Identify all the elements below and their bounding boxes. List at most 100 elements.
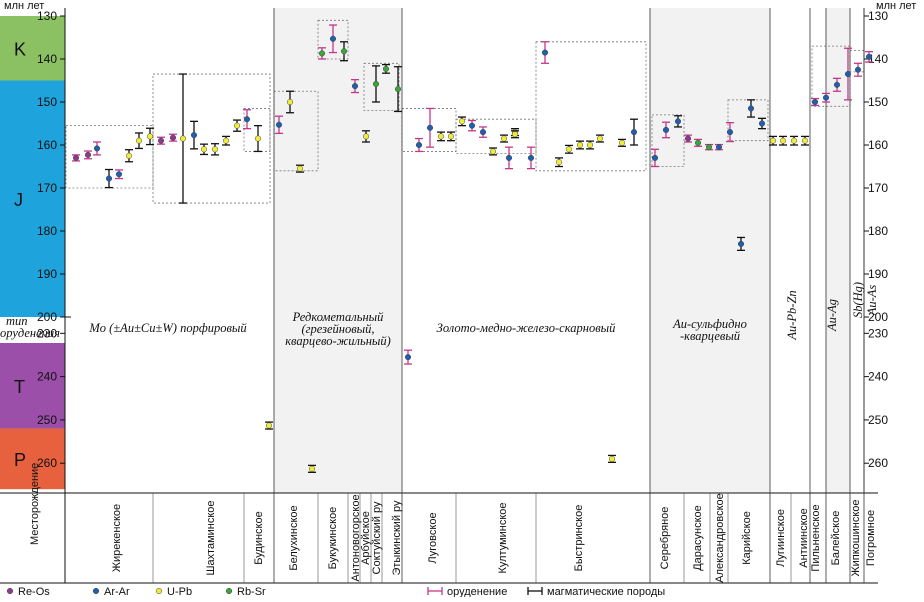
y-axis-label-right: млн лет	[876, 0, 916, 12]
deposit-label: Жипкошинское	[850, 499, 862, 576]
data-point	[576, 141, 584, 149]
deposit-label: Жирекенское	[111, 504, 123, 572]
type-band	[826, 8, 850, 493]
era-label: P	[14, 450, 26, 470]
data-point	[596, 135, 604, 142]
data-point	[555, 159, 563, 166]
tick-label-right: 140	[868, 52, 888, 66]
data-point	[426, 124, 434, 131]
deposit-layer: Жирекенское Шахтаминское Будинское Белухинс…	[111, 493, 877, 583]
tick-label-left: 180	[37, 224, 57, 238]
deposit-label: Култуминское	[497, 502, 509, 573]
data-point	[758, 120, 766, 127]
era-block	[0, 16, 65, 81]
data-point	[468, 122, 476, 129]
data-point	[254, 135, 262, 142]
tick-label-left: 250	[37, 413, 57, 427]
data-point	[790, 137, 798, 144]
point-layer	[72, 24, 873, 473]
deposit-label: Лугиинское	[775, 509, 787, 567]
data-point	[179, 135, 187, 142]
data-point	[801, 137, 809, 144]
tick-label-left: 170	[37, 181, 57, 195]
tick-label-right: 190	[868, 267, 888, 281]
tick-label-right: 240	[868, 370, 888, 384]
legend-label: оруденение	[447, 586, 507, 597]
deposit-label: Шахтаминское	[205, 500, 217, 575]
data-point	[822, 94, 830, 101]
tick-label-right: 130	[868, 9, 888, 23]
legend-label: Ar-Ar	[104, 586, 130, 597]
tick-label-left: 130	[37, 9, 57, 23]
range-box	[455, 118, 537, 154]
tick-label-left: 150	[37, 95, 57, 109]
deposit-label: Арбуйское	[360, 511, 372, 565]
deposit-label: Будинское	[253, 511, 265, 564]
data-point	[340, 48, 348, 55]
deposit-label: Соктуйский ру	[371, 501, 383, 574]
data-point	[275, 121, 283, 128]
data-point	[105, 175, 113, 182]
deposit-label: Пильненское	[810, 504, 822, 571]
type-axis-label: тип оруденения	[0, 314, 60, 340]
data-point	[854, 66, 862, 73]
data-point	[115, 171, 123, 178]
data-point	[865, 53, 873, 60]
data-point	[586, 141, 594, 149]
range-box	[651, 114, 685, 167]
range-box	[243, 108, 271, 152]
legend-marker	[225, 587, 233, 595]
data-point	[479, 129, 487, 136]
deposit-label: Балейское	[830, 511, 842, 566]
data-point	[135, 137, 143, 144]
type-layer: Mo (±Au±Cu±W) порфировый Редкометальный (г…	[88, 282, 879, 348]
data-point	[286, 98, 294, 106]
data-point	[684, 135, 692, 142]
data-point	[437, 133, 445, 140]
data-point	[190, 132, 198, 139]
tick-label-right: 150	[868, 95, 888, 109]
tick-label-right: 230	[868, 326, 888, 340]
tick-label-right: 180	[868, 224, 888, 238]
data-point	[779, 137, 787, 144]
legend-label: Rb-Sr	[237, 586, 266, 597]
era-label: K	[14, 39, 26, 59]
tick-label-right: 160	[868, 138, 888, 152]
era-label: T	[14, 377, 25, 397]
range-box	[273, 90, 319, 172]
data-point	[527, 154, 535, 161]
data-point	[541, 49, 549, 56]
range-box	[535, 41, 647, 172]
type-band	[650, 8, 770, 493]
data-point	[93, 145, 101, 152]
data-point	[404, 354, 412, 361]
era-block	[0, 80, 65, 317]
data-point	[308, 465, 316, 472]
type-label: Au-Ag	[825, 299, 839, 332]
data-point	[157, 137, 165, 144]
data-point	[146, 133, 154, 140]
legend-label: U-Pb	[167, 586, 192, 597]
data-point	[737, 240, 745, 247]
legend-layer: Re-Os Ar-Ar U-Pb Rb-Sr оруденение магматическ…	[6, 586, 665, 598]
y-axis-label-left: млн лет	[4, 0, 44, 12]
data-point	[362, 133, 370, 140]
data-point	[394, 86, 402, 93]
tick-label-right: 200	[868, 310, 888, 324]
legend-label: Re-Os	[18, 586, 50, 597]
data-point	[222, 137, 230, 144]
data-point	[243, 116, 251, 123]
deposit-label: Букукинское	[327, 507, 339, 570]
tick-label-right: 170	[868, 181, 888, 195]
data-point	[811, 98, 819, 106]
era-block	[0, 343, 65, 429]
type-label: Редкометальный (грезейновый, кварцево-жиль…	[285, 310, 391, 348]
data-point	[233, 122, 241, 129]
data-point	[125, 152, 133, 159]
legend-label: магматические породы	[547, 586, 665, 597]
deposit-label: Серебряное	[659, 507, 671, 570]
type-label: Mo (±Au±Cu±W) порфировый	[88, 321, 247, 335]
data-point	[84, 151, 92, 158]
